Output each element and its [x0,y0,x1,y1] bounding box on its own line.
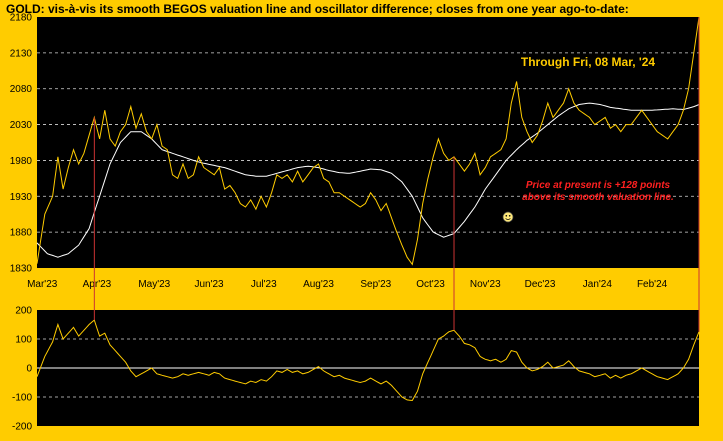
through-date-label: Through Fri, 08 Mar, '24 [521,55,656,69]
price-panel-y-tick-label: 2130 [10,48,33,59]
x-month-label: Jul'23 [251,279,277,290]
x-month-label: Jan'24 [583,279,613,290]
oscillator-panel-y-tick-label: 200 [15,306,32,317]
price-panel-y-tick-label: 2080 [10,84,33,95]
price-panel-y-tick-label: 1980 [10,156,33,167]
smiley-eye [505,215,508,217]
oscillator-panel-y-tick-label: -200 [12,422,32,433]
x-month-label: Aug'23 [303,279,334,290]
annotation-line-1: Price at present is +128 points [526,180,671,191]
annotation-line-2: above its smooth valuation line. [522,192,674,203]
x-month-label: Sep'23 [360,279,391,290]
chart-title: GOLD: vis-à-vis its smooth BEGOS valuati… [6,2,629,16]
price-panel-background [37,17,699,268]
x-month-label: Oct'23 [416,279,445,290]
price-line [36,16,700,266]
valuation-line [36,102,700,258]
smiley-icon [502,211,514,223]
x-month-label: Dec'23 [525,279,556,290]
x-month-label: May'23 [138,279,170,290]
price-panel-y-tick-label: 1880 [10,228,33,239]
price-panel-y-tick-label: 2180 [10,13,33,24]
price-panel-y-tick-label: 2030 [10,120,33,131]
smiley-face [502,211,514,223]
x-month-label: Mar'23 [27,279,58,290]
oscillator-panel-y-tick-label: -100 [12,393,32,404]
x-month-label: Apr'23 [83,279,112,290]
x-month-label: Feb'24 [637,279,668,290]
x-month-label: Jun'23 [194,279,224,290]
oscillator-line [36,319,700,402]
oscillator-panel-y-tick-label: 0 [26,364,32,375]
price-panel-y-tick-label: 1930 [10,192,33,203]
smiley-eye [508,215,511,217]
x-month-label: Nov'23 [470,279,501,290]
price-panel-y-tick-label: 1830 [10,264,33,275]
oscillator-panel-y-tick-label: 100 [15,335,32,346]
smiley-mouth [505,218,511,220]
